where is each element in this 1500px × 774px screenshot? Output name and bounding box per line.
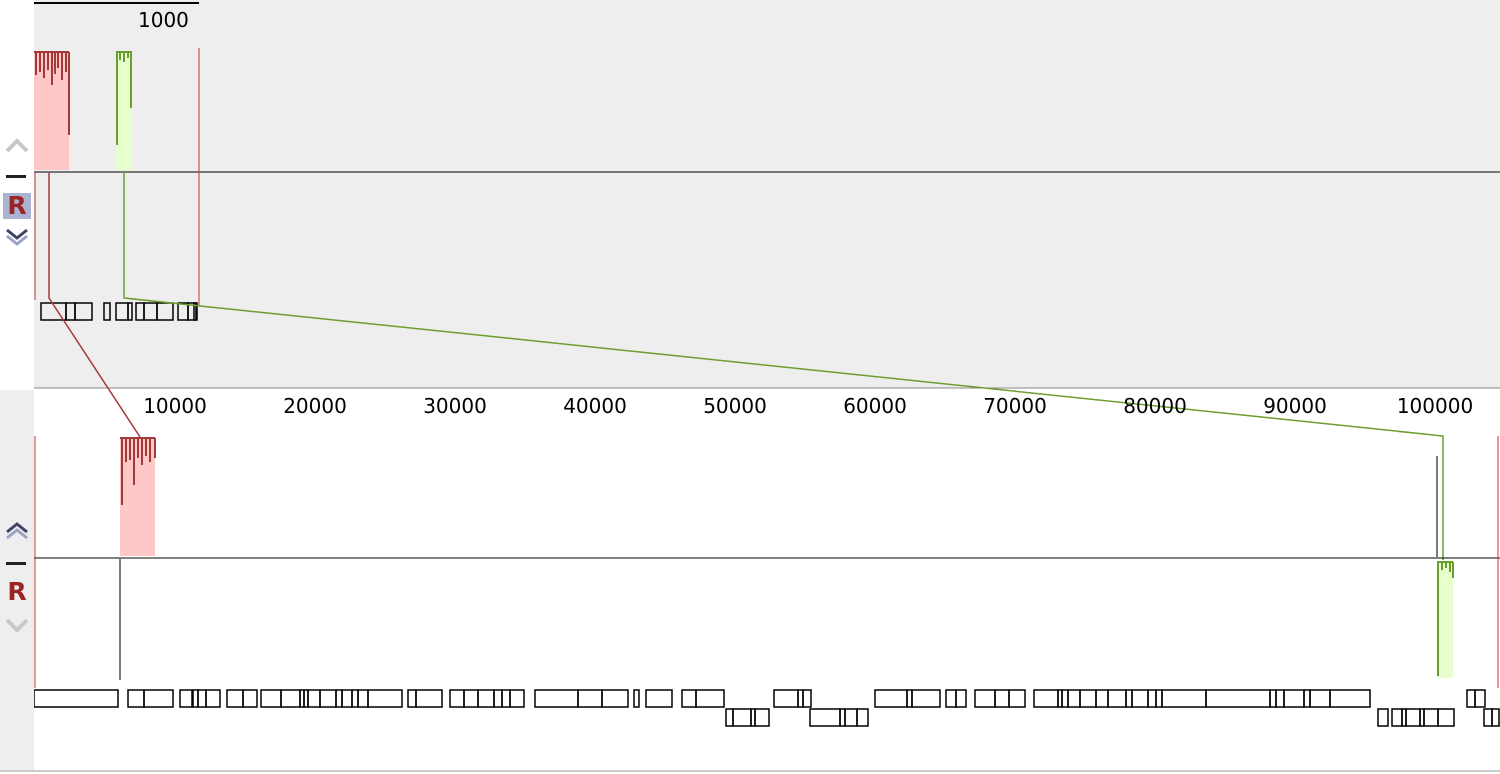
- top-feature-box[interactable]: [193, 302, 198, 321]
- bottom-red-similarity-block[interactable]: [119, 437, 156, 680]
- top-feature-box[interactable]: [127, 302, 133, 321]
- bottom-feature-box[interactable]: [601, 689, 629, 708]
- bottom-panel-sidebar: R: [0, 390, 34, 770]
- bottom-feature-box[interactable]: [415, 689, 443, 708]
- ruler-tick-20000: 20000: [283, 394, 347, 418]
- ruler-tick-40000: 40000: [563, 394, 627, 418]
- bottom-feature-box[interactable]: [179, 689, 193, 708]
- bottom-feature-box[interactable]: [802, 689, 812, 708]
- bottom-feature-box[interactable]: [856, 708, 869, 727]
- bottom-feature-box[interactable]: [242, 689, 258, 708]
- ruler-tick-10000: 10000: [143, 394, 207, 418]
- top-feature-box[interactable]: [74, 302, 93, 321]
- bottom-feature-box[interactable]: [754, 708, 770, 727]
- ruler-tick-30000: 30000: [423, 394, 487, 418]
- ruler-tick-80000: 80000: [1123, 394, 1187, 418]
- bottom-feature-box[interactable]: [33, 689, 119, 708]
- ruler-tick-50000: 50000: [703, 394, 767, 418]
- green-connection-line: [123, 172, 1444, 560]
- bottom-feature-box[interactable]: [1329, 689, 1371, 708]
- bottom-feature-box[interactable]: [955, 689, 967, 708]
- bottom-move-down-button[interactable]: [3, 612, 31, 638]
- red-connection-line: [48, 172, 141, 438]
- top-panel-sidebar: R: [0, 0, 34, 384]
- ruler-tick-60000: 60000: [843, 394, 907, 418]
- bottom-minimize-button[interactable]: [6, 562, 26, 565]
- bottom-feature-box[interactable]: [645, 689, 673, 708]
- ruler-tick-70000: 70000: [983, 394, 1047, 418]
- bottom-feature-box[interactable]: [1474, 689, 1486, 708]
- chevron-down-icon: [5, 618, 29, 633]
- bottom-feature-track: [33, 689, 1500, 727]
- bottom-feature-box[interactable]: [509, 689, 525, 708]
- top-feature-box[interactable]: [187, 302, 197, 321]
- bottom-feature-box[interactable]: [1491, 708, 1500, 727]
- top-feature-box[interactable]: [103, 302, 111, 321]
- chevron-down-icon: [6, 228, 28, 246]
- top-green-similarity-block[interactable]: [116, 51, 132, 170]
- bottom-feature-box[interactable]: [143, 689, 174, 708]
- bottom-feature-box[interactable]: [1377, 708, 1389, 727]
- bottom-feature-box[interactable]: [1008, 689, 1026, 708]
- bottom-move-up-button[interactable]: [3, 518, 31, 544]
- top-feature-track: [40, 302, 198, 321]
- ruler-tick-100000: 100000: [1396, 394, 1474, 418]
- bottom-feature-box[interactable]: [367, 689, 403, 708]
- bottom-feature-box[interactable]: [633, 689, 640, 708]
- top-panel-background: [34, 0, 1500, 388]
- bottom-feature-box[interactable]: [205, 689, 221, 708]
- bottom-feature-box[interactable]: [695, 689, 725, 708]
- chevron-up-icon: [5, 138, 29, 153]
- bottom-reverse-button[interactable]: R: [7, 577, 27, 606]
- bottom-feature-box[interactable]: [1437, 708, 1455, 727]
- top-red-similarity-block[interactable]: [34, 51, 70, 170]
- bottom-feature-box[interactable]: [911, 689, 941, 708]
- chevron-up-icon: [6, 522, 28, 540]
- top-move-up-button[interactable]: [3, 132, 31, 158]
- bottom-green-similarity-block[interactable]: [1436, 456, 1454, 678]
- top-reverse-button[interactable]: R: [3, 193, 31, 219]
- top-move-down-button[interactable]: [3, 224, 31, 250]
- scale-bar-label: 1000: [138, 8, 189, 32]
- top-minimize-button[interactable]: [6, 175, 26, 178]
- ruler-tick-90000: 90000: [1263, 394, 1327, 418]
- bottom-panel-background: [34, 388, 1500, 770]
